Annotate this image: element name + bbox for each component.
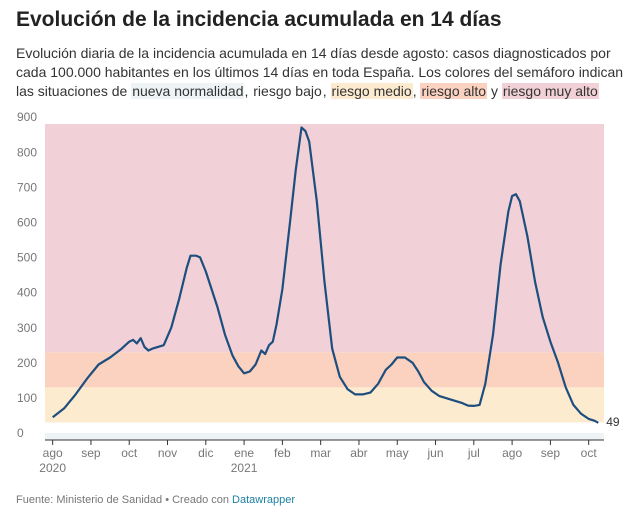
y-tick-label: 500: [17, 251, 37, 265]
subtitle-text: ,: [412, 83, 421, 99]
y-tick-label: 200: [17, 356, 37, 370]
y-tick-label: 400: [17, 286, 37, 300]
band-legend: riesgo muy alto: [501, 83, 599, 99]
x-year-label: 2021: [231, 461, 258, 475]
risk-band: [45, 124, 604, 353]
band-legend: nueva normalidad: [131, 83, 245, 99]
risk-band: [45, 352, 604, 388]
x-tick-label: ago: [43, 446, 63, 460]
risk-band: [45, 432, 604, 440]
x-tick-label: dic: [198, 446, 213, 460]
subtitle-text: Evolución diaria de la incidencia acumul…: [16, 45, 624, 99]
subtitle-text: ,: [244, 83, 253, 99]
footer-text: Fuente: Ministerio de Sanidad • Creado c…: [16, 494, 233, 506]
end-label: 49: [606, 415, 620, 429]
x-tick-label: ago: [502, 446, 522, 460]
y-tick-label: 100: [17, 391, 37, 405]
y-tick-label: 800: [17, 145, 37, 159]
line: [52, 126, 599, 424]
y-tick-label: 600: [17, 216, 37, 230]
x-tick-label: sep: [541, 446, 561, 460]
band-legend: riesgo medio: [330, 83, 413, 99]
x-tick-label: sep: [81, 446, 101, 460]
band-legend: riesgo bajo: [252, 83, 323, 99]
band-legend: riesgo alto: [420, 83, 488, 99]
x-year-label: 2020: [39, 461, 66, 475]
y-tick-label: 700: [17, 180, 37, 194]
x-tick-label: oct: [121, 446, 138, 460]
x-tick-label: may: [386, 446, 409, 460]
y-tick-label: 0: [17, 426, 24, 440]
x-tick-label: ene: [234, 446, 254, 460]
subtitle: Evolución diaria de la incidencia acumul…: [16, 44, 628, 101]
x-tick-label: jul: [467, 446, 480, 460]
chart-title: Evolución de la incidencia acumulada en …: [16, 8, 502, 31]
risk-band: [45, 387, 604, 423]
x-tick-label: jun: [427, 446, 444, 460]
x-tick-label: abr: [350, 446, 367, 460]
x-tick-label: mar: [310, 446, 331, 460]
risk-band: [45, 422, 604, 433]
x-tick-label: oct: [581, 446, 598, 460]
chart: 0 100 200 300 400 500 600 700 800 900 ago sep oct nov…: [17, 110, 620, 475]
x-tick-label: nov: [158, 446, 177, 460]
subtitle-text: ,: [322, 83, 331, 99]
subtitle-text: y: [487, 83, 502, 99]
y-tick-label: 300: [17, 321, 37, 335]
footer: Fuente: Ministerio de Sanidad • Creado c…: [16, 494, 295, 506]
y-tick-label: 900: [17, 110, 37, 124]
x-tick-label: feb: [274, 446, 291, 460]
footer-link[interactable]: Datawrapper: [232, 494, 296, 506]
